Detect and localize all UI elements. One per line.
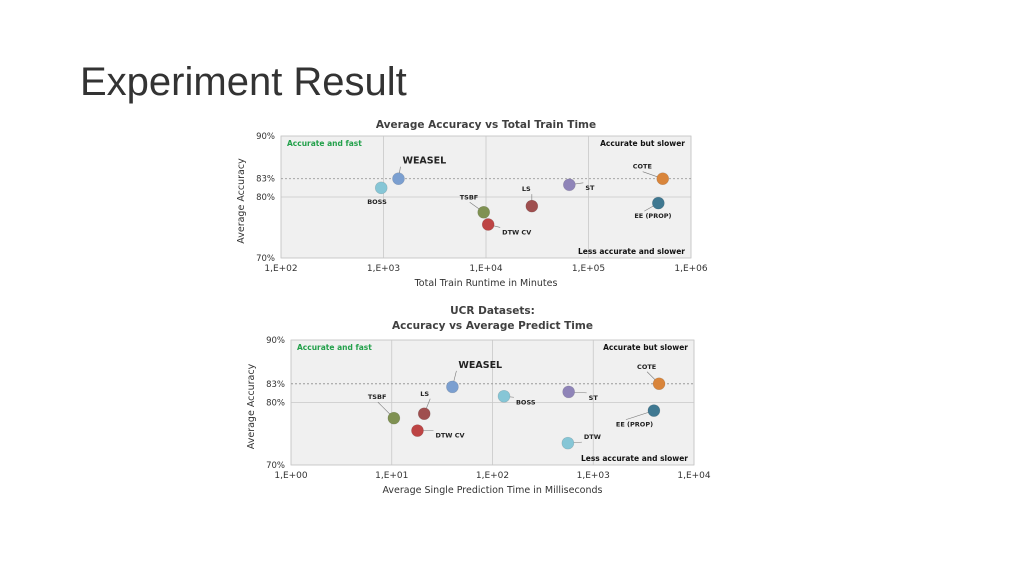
y-tick-label: 70%: [266, 461, 285, 471]
point-label-ee-prop: EE (PROP): [634, 212, 671, 220]
point-label-tsbf: TSBF: [368, 393, 387, 401]
point-label-cote: COTE: [637, 363, 656, 371]
x-tick-label: 1,E+05: [572, 264, 605, 274]
x-tick-label: 1,E+01: [375, 471, 408, 481]
point-label-tsbf: TSBF: [460, 193, 479, 201]
point-st: [562, 385, 575, 399]
point-weasel: [446, 380, 459, 394]
slide-title: Experiment Result: [80, 60, 407, 104]
point-weasel: [392, 172, 405, 186]
x-tick-label: 1,E+06: [674, 264, 708, 274]
point-ee-prop: [647, 404, 661, 417]
y-tick-label: 80%: [266, 399, 285, 409]
chart-title: UCR Datasets:: [450, 305, 535, 317]
x-axis-label: Total Train Runtime in Minutes: [414, 278, 558, 289]
point-label-dtw: DTW: [584, 433, 601, 441]
quadrant-label-accurate-fast: Accurate and fast: [297, 343, 372, 352]
x-axis-label: Average Single Prediction Time in Millis…: [382, 485, 602, 496]
point-label-ee-prop: EE (PROP): [616, 421, 653, 429]
point-label-ls: LS: [522, 185, 531, 193]
point-dtw-cv: [481, 218, 495, 231]
point-boss: [374, 181, 388, 195]
y-tick-label: 70%: [256, 254, 275, 264]
point-label-ls: LS: [420, 390, 429, 398]
quadrant-label-accurate-fast: Accurate and fast: [287, 139, 362, 148]
y-tick-label: 83%: [266, 380, 285, 390]
chart-title: Accuracy vs Average Predict Time: [392, 320, 593, 332]
accuracy-vs-train-time-chart: Average Accuracy vs Total Train Time 1,E+…: [236, 119, 708, 289]
x-tick-label: 1,E+03: [367, 264, 400, 274]
point-label-st: ST: [589, 394, 599, 402]
quadrant-label-accurate-slower: Accurate but slower: [600, 139, 685, 148]
point-dtw: [561, 436, 575, 450]
point-cote: [656, 172, 670, 186]
point-tsbf: [477, 205, 491, 219]
y-tick-label: 83%: [256, 175, 275, 185]
point-label-cote: COTE: [633, 163, 652, 171]
quadrant-label-less-accurate-slower: Less accurate and slower: [578, 247, 685, 256]
point-label-weasel: WEASEL: [402, 156, 446, 167]
point-label-boss: BOSS: [516, 398, 536, 406]
point-label-dtw-cv: DTW CV: [435, 432, 464, 440]
x-tick-label: 1,E+02: [264, 264, 297, 274]
quadrant-label-less-accurate-slower: Less accurate and slower: [581, 454, 688, 463]
y-axis-label: Average Accuracy: [246, 363, 257, 449]
point-tsbf: [387, 411, 401, 425]
x-tick-label: 1,E+04: [469, 264, 503, 274]
x-tick-label: 1,E+02: [476, 471, 509, 481]
accuracy-vs-predict-time-chart: UCR Datasets: Accuracy vs Average Predict…: [246, 305, 711, 496]
point-label-dtw-cv: DTW CV: [502, 228, 531, 236]
quadrant-label-accurate-slower: Accurate but slower: [603, 343, 688, 352]
y-tick-label: 90%: [266, 336, 285, 346]
point-label-weasel: WEASEL: [458, 360, 502, 371]
point-label-st: ST: [585, 184, 595, 192]
y-tick-label: 90%: [256, 132, 275, 142]
point-st: [563, 178, 576, 192]
y-tick-label: 80%: [256, 193, 275, 203]
point-dtw-cv: [411, 424, 424, 437]
point-cote: [652, 377, 666, 391]
x-tick-label: 1,E+03: [577, 471, 610, 481]
x-tick-label: 1,E+00: [274, 471, 308, 481]
x-tick-label: 1,E+04: [677, 471, 711, 481]
point-ls: [417, 407, 431, 421]
point-boss: [497, 389, 511, 403]
point-ee-prop: [652, 196, 665, 210]
y-axis-label: Average Accuracy: [236, 158, 247, 244]
chart-title: Average Accuracy vs Total Train Time: [376, 119, 596, 131]
point-ls: [525, 199, 539, 213]
point-label-boss: BOSS: [367, 198, 387, 206]
